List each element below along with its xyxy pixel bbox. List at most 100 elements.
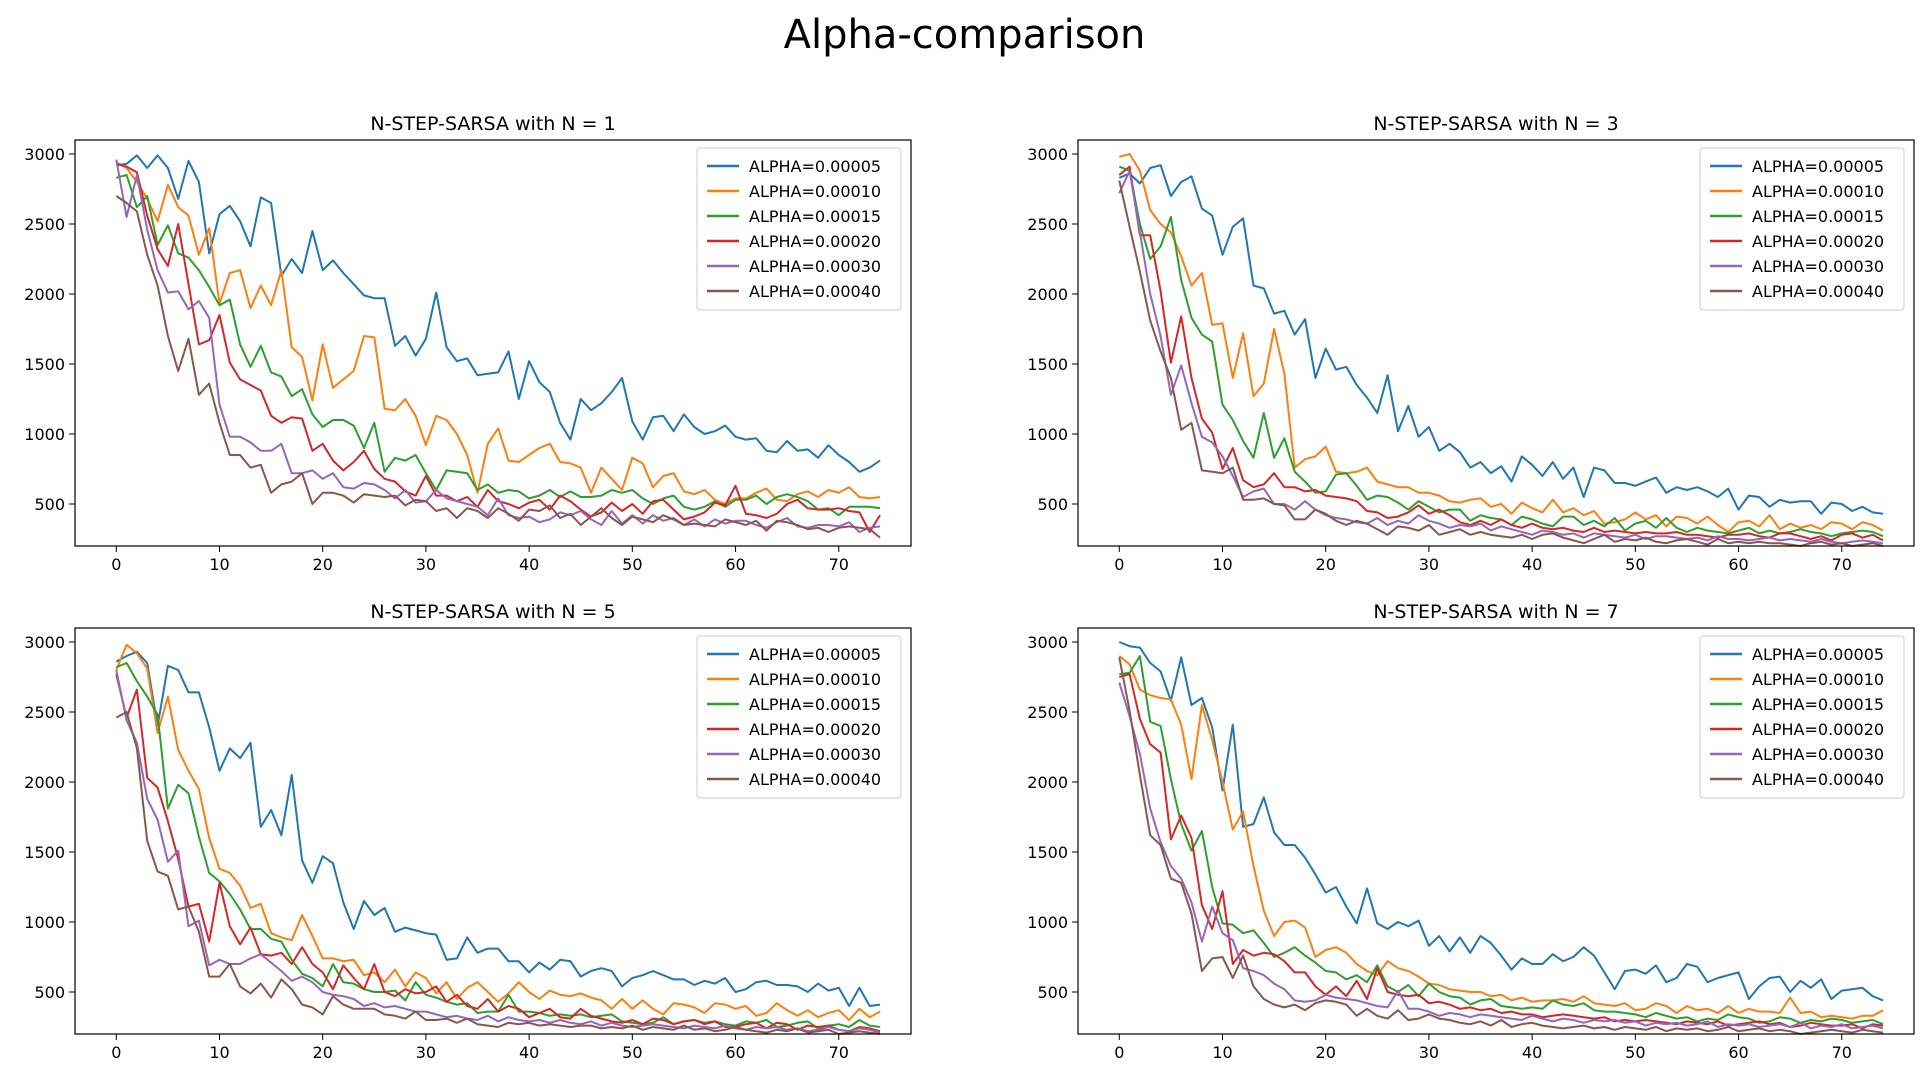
legend-label: ALPHA=0.00005	[749, 645, 881, 664]
legend-label: ALPHA=0.00005	[1752, 645, 1884, 664]
axes-frame	[1077, 627, 1915, 1035]
axes-frame	[74, 627, 912, 1035]
x-tick-label: 30	[416, 555, 436, 574]
x-tick-label: 50	[1625, 555, 1645, 574]
series-line-1	[116, 154, 881, 473]
y-tick-label: 500	[34, 495, 65, 514]
x-tick-label: 40	[519, 1043, 539, 1062]
figure-title: Alpha-comparison	[783, 12, 1146, 58]
legend-label: ALPHA=0.00020	[1752, 720, 1884, 739]
series-line-1	[115, 650, 881, 1007]
series-line-5	[1118, 682, 1884, 1030]
series-line-2	[1118, 655, 1884, 1020]
legend-label: ALPHA=0.00030	[1752, 257, 1884, 276]
legend-box	[696, 147, 902, 311]
axes-frame	[1077, 139, 1915, 547]
legend-label: ALPHA=0.00040	[1752, 770, 1884, 789]
subplot-title: N-STEP-SARSA with N = 7	[1373, 601, 1618, 623]
y-tick-label: 3000	[1027, 145, 1068, 164]
legend-box	[1699, 147, 1905, 311]
y-tick-label: 1000	[24, 913, 65, 932]
x-tick-label: 10	[1212, 1043, 1232, 1062]
x-tick-label: 70	[829, 555, 849, 574]
legend-label: ALPHA=0.00005	[749, 157, 881, 176]
x-tick-label: 20	[1316, 555, 1336, 574]
legend-label: ALPHA=0.00040	[749, 282, 881, 301]
x-tick-label: 60	[1728, 555, 1748, 574]
legend-label: ALPHA=0.00015	[1752, 695, 1884, 714]
series-line-5	[1118, 169, 1884, 545]
x-tick-label: 30	[1419, 1043, 1439, 1062]
series-line-2	[1119, 153, 1884, 533]
axes-frame	[74, 139, 912, 547]
x-tick-label: 70	[829, 1043, 849, 1062]
x-tick-label: 20	[1316, 1043, 1336, 1062]
y-tick-label: 2500	[1027, 215, 1068, 234]
x-tick-label: 70	[1832, 555, 1852, 574]
legend-box	[1699, 635, 1905, 799]
x-tick-label: 30	[416, 1043, 436, 1062]
series-line-2	[115, 643, 881, 1021]
legend-label: ALPHA=0.00005	[1752, 157, 1884, 176]
x-tick-label: 40	[1522, 1043, 1542, 1062]
legend-box	[696, 635, 902, 799]
x-tick-label: 0	[1114, 1043, 1124, 1062]
x-tick-label: 10	[209, 555, 229, 574]
x-tick-label: 0	[111, 555, 121, 574]
series-line-6	[1118, 657, 1884, 1035]
y-tick-label: 1500	[24, 355, 65, 374]
legend-label: ALPHA=0.00040	[749, 770, 881, 789]
legend-label: ALPHA=0.00020	[749, 232, 881, 251]
subplot-title: N-STEP-SARSA with N = 3	[1373, 113, 1618, 135]
x-tick-label: 0	[111, 1043, 121, 1062]
x-tick-label: 60	[725, 1043, 745, 1062]
x-tick-label: 30	[1419, 555, 1439, 574]
legend-label: ALPHA=0.00020	[749, 720, 881, 739]
legend: ALPHA=0.00005 ALPHA=0.00010 ALPHA=0.00015 A…	[696, 147, 902, 311]
series-line-5	[115, 669, 881, 1034]
y-tick-label: 1000	[24, 425, 65, 444]
y-tick-label: 1500	[1027, 355, 1068, 374]
legend-label: ALPHA=0.00020	[1752, 232, 1884, 251]
x-tick-label: 70	[1832, 1043, 1852, 1062]
legend-label: ALPHA=0.00040	[1752, 282, 1884, 301]
subplot-1: N-STEP-SARSA with N = 1 0 10 20 30 40 50 60 70 50…	[24, 113, 912, 574]
legend-label: ALPHA=0.00010	[749, 670, 881, 689]
legend: ALPHA=0.00005 ALPHA=0.00010 ALPHA=0.00015 A…	[696, 635, 902, 799]
subplot-2: N-STEP-SARSA with N = 3 0 10 20 30 40 50 60 70 50…	[1027, 113, 1915, 574]
y-tick-label: 1000	[1027, 913, 1068, 932]
y-tick-label: 2500	[1027, 703, 1068, 722]
series-line-1	[1118, 164, 1884, 515]
legend: ALPHA=0.00005 ALPHA=0.00010 ALPHA=0.00015 A…	[1699, 147, 1905, 311]
x-tick-label: 40	[1522, 555, 1542, 574]
x-tick-label: 50	[622, 1043, 642, 1062]
x-tick-label: 60	[725, 555, 745, 574]
y-tick-label: 3000	[24, 145, 65, 164]
x-tick-label: 0	[1114, 555, 1124, 574]
legend-label: ALPHA=0.00010	[1752, 182, 1884, 201]
series-line-6	[115, 711, 881, 1035]
series-line-5	[115, 159, 881, 533]
subplot-title: N-STEP-SARSA with N = 5	[370, 601, 615, 623]
series-line-4	[116, 162, 881, 533]
legend-label: ALPHA=0.00015	[749, 207, 881, 226]
legend-label: ALPHA=0.00010	[749, 182, 881, 201]
legend-label: ALPHA=0.00030	[749, 745, 881, 764]
x-tick-label: 40	[519, 555, 539, 574]
x-tick-label: 60	[1728, 1043, 1748, 1062]
legend-label: ALPHA=0.00030	[1752, 745, 1884, 764]
y-tick-label: 500	[34, 983, 65, 1002]
series-line-4	[1118, 165, 1884, 542]
legend: ALPHA=0.00005 ALPHA=0.00010 ALPHA=0.00015 A…	[1699, 635, 1905, 799]
series-line-4	[1119, 673, 1884, 1030]
series-line-2	[115, 161, 881, 505]
y-tick-label: 2500	[24, 215, 65, 234]
y-tick-label: 2000	[24, 285, 65, 304]
y-tick-label: 3000	[1027, 633, 1068, 652]
y-tick-label: 1500	[24, 843, 65, 862]
y-tick-label: 2000	[1027, 285, 1068, 304]
y-tick-label: 2500	[24, 703, 65, 722]
legend-label: ALPHA=0.00010	[1752, 670, 1884, 689]
series-line-4	[115, 673, 881, 1033]
